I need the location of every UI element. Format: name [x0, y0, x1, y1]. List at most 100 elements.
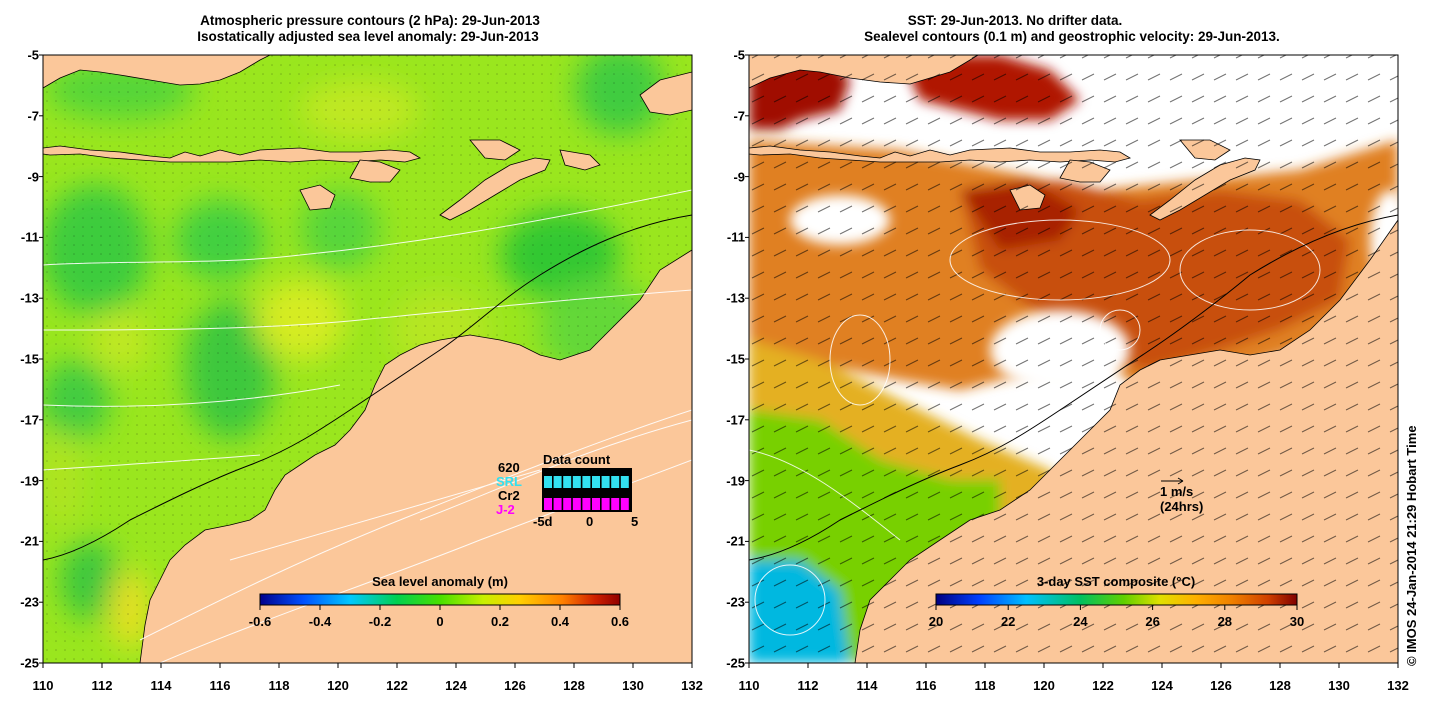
sst-colorbar: [935, 593, 1298, 606]
sst-field: [749, 55, 1398, 663]
left-lat-label: -9: [27, 169, 39, 185]
left-lon-label: 132: [681, 678, 703, 693]
left-title-line2: Isostatically adjusted sea level anomaly…: [197, 29, 539, 44]
sla-colorbar-title: Sea level anomaly (m): [372, 574, 508, 589]
sla-tick-label: 0.6: [610, 614, 630, 629]
data-count-bar-srl: [544, 476, 552, 488]
data-count-bar-j2: [620, 498, 629, 510]
sla-colorbar-ticks: [259, 605, 621, 610]
left-lon-label: 110: [32, 678, 54, 693]
right-lat-label: -11: [726, 229, 745, 245]
sst-colorbar-ticks: [935, 605, 1298, 610]
right-lat-label: -9: [733, 169, 745, 185]
right-lon-label: 114: [856, 678, 878, 693]
sla-tick-label: -0.6: [248, 614, 272, 629]
left-lat-label: -13: [20, 290, 39, 306]
sla-tick-label: -0.2: [368, 614, 392, 629]
left-lon-label: 112: [91, 678, 113, 693]
data-count-bar-j2: [563, 498, 572, 510]
data-count-axis-tick-start: -5d: [533, 514, 553, 529]
right-lon-label: 128: [1269, 678, 1291, 693]
right-lat-label: -5: [733, 47, 745, 63]
right-lat-label: -13: [726, 290, 745, 306]
data-count-axis-tick-end: 5: [631, 514, 639, 529]
sla-colorbar: [259, 593, 621, 606]
sla-tick-label: 0.4: [550, 614, 570, 629]
right-lon-label: 124: [1151, 678, 1173, 693]
right-lon-label: 130: [1328, 678, 1350, 693]
data-count-title: Data count: [543, 452, 611, 467]
data-count-bar-srl: [572, 476, 581, 488]
left-lon-label: 122: [386, 678, 408, 693]
left-lat-label: -7: [27, 108, 39, 124]
right-lat-label: -21: [726, 533, 745, 549]
right-lon-label: 112: [797, 678, 819, 693]
data-count-bar-srl: [601, 476, 610, 488]
right-lat-label: -17: [726, 412, 745, 428]
data-count-bar-srl: [563, 476, 572, 488]
left-lat-label: -23: [20, 594, 39, 610]
axis-ticks: [39, 54, 1399, 668]
data-count-label-srl: SRL: [496, 474, 522, 489]
sla-tick-label: 0: [436, 614, 444, 629]
data-count-bar-j2: [572, 498, 581, 510]
data-count-bar-srl: [553, 476, 562, 488]
right-lat-label: -7: [733, 108, 745, 124]
data-count-bar-j2: [544, 498, 552, 510]
left-lon-label: 124: [445, 678, 467, 693]
right-lat-label: -15: [726, 351, 745, 367]
right-lon-label: 110: [738, 678, 760, 693]
left-lat-label: -17: [20, 412, 39, 428]
right-lat-label: -23: [726, 594, 745, 610]
left-lat-label: -11: [20, 229, 39, 245]
sst-tick-label: 22: [1000, 614, 1016, 629]
right-lon-label: 132: [1387, 678, 1409, 693]
left-lon-label: 128: [563, 678, 585, 693]
right-lon-label: 122: [1092, 678, 1114, 693]
sst-tick-label: 26: [1145, 614, 1160, 629]
sst-tick-label: 30: [1289, 614, 1305, 629]
right-lat-label: -25: [726, 655, 745, 671]
data-count-bar-srl: [611, 476, 620, 488]
data-count-label-j2: J-2: [496, 502, 515, 517]
data-count-inset: [542, 468, 632, 512]
sst-tick-label: 28: [1217, 614, 1233, 629]
right-lon-label: 126: [1210, 678, 1232, 693]
data-count-bar-srl: [620, 476, 629, 488]
right-title-line2: Sealevel contours (0.1 m) and geostrophi…: [864, 29, 1280, 44]
sla-tick-label: -0.4: [308, 614, 332, 629]
left-lon-label: 116: [209, 678, 231, 693]
left-lat-label: -25: [20, 655, 39, 671]
left-lon-label: 126: [504, 678, 526, 693]
sst-tick-label: 20: [928, 614, 944, 629]
credit-text: © IMOS 24-Jan-2014 21:29 Hobart Time: [1404, 425, 1419, 666]
data-count-value: 620: [498, 460, 520, 475]
data-count-bar-srl: [582, 476, 591, 488]
left-lat-label: -21: [20, 533, 39, 549]
velocity-scale-sublabel: (24hrs): [1160, 499, 1204, 514]
velocity-scale-label: 1 m/s: [1160, 484, 1194, 499]
sla-tick-label: 0.2: [490, 614, 510, 629]
left-lat-label: -15: [20, 351, 39, 367]
left-lon-label: 130: [622, 678, 644, 693]
data-count-bar-j2: [553, 498, 562, 510]
right-title-line1: SST: 29-Jun-2013. No drifter data.: [907, 13, 1123, 28]
data-count-bar-srl: [592, 476, 600, 488]
left-lat-label: -19: [20, 473, 39, 489]
sst-colorbar-title: 3-day SST composite (°C): [1036, 574, 1196, 589]
left-title-line1: Atmospheric pressure contours (2 hPa): 2…: [200, 13, 540, 28]
data-count-axis-tick-mid: 0: [586, 514, 594, 529]
data-count-bar-j2: [592, 498, 600, 510]
left-lon-label: 118: [268, 678, 290, 693]
data-count-bar-j2: [611, 498, 620, 510]
data-count-label-cr2: Cr2: [498, 488, 520, 503]
right-lat-label: -19: [726, 473, 745, 489]
sst-tick-label: 24: [1073, 614, 1088, 629]
data-count-bar-j2: [601, 498, 610, 510]
sla-field: [43, 55, 692, 663]
data-count-bar-j2: [582, 498, 591, 510]
velocity-scale-arrow: [1161, 477, 1184, 485]
left-lon-label: 120: [327, 678, 349, 693]
right-lon-label: 120: [1033, 678, 1055, 693]
